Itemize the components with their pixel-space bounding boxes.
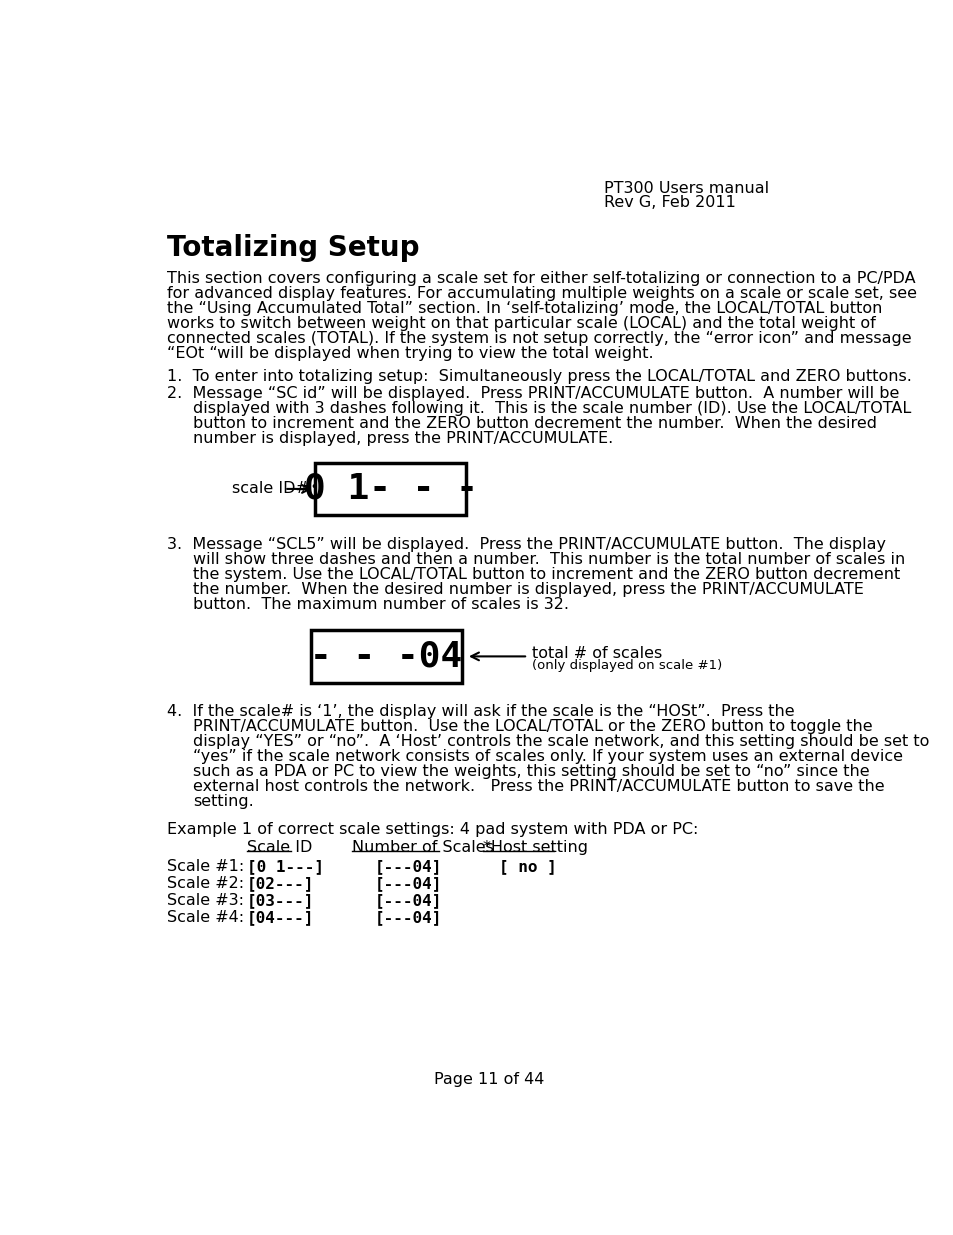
Text: [---04]: [---04] (375, 860, 442, 874)
Text: [---04]: [---04] (375, 910, 442, 925)
Text: PT300 Users manual: PT300 Users manual (603, 180, 768, 195)
Text: 3.  Message “SCL5” will be displayed.  Press the PRINT/ACCUMULATE button.  The d: 3. Message “SCL5” will be displayed. Pre… (167, 537, 885, 552)
Text: Scale ID: Scale ID (247, 840, 313, 855)
Text: 1.  To enter into totalizing setup:  Simultaneously press the LOCAL/TOTAL and ZE: 1. To enter into totalizing setup: Simul… (167, 369, 911, 384)
Text: button to increment and the ZERO button decrement the number.  When the desired: button to increment and the ZERO button … (193, 416, 876, 431)
Text: the number.  When the desired number is displayed, press the PRINT/ACCUMULATE: the number. When the desired number is d… (193, 582, 862, 597)
Text: *Host setting: *Host setting (483, 840, 588, 855)
Text: total # of scales: total # of scales (532, 646, 661, 661)
Text: [---04]: [---04] (375, 893, 442, 908)
Text: button.  The maximum number of scales is 32.: button. The maximum number of scales is … (193, 597, 568, 611)
Text: such as a PDA or PC to view the weights, this setting should be set to “no” sinc: such as a PDA or PC to view the weights,… (193, 764, 868, 779)
Bar (314, 463, 466, 515)
Text: PRINT/ACCUMULATE button.  Use the LOCAL/TOTAL or the ZERO button to toggle the: PRINT/ACCUMULATE button. Use the LOCAL/T… (193, 719, 872, 734)
Text: “yes” if the scale network consists of scales only. If your system uses an exter: “yes” if the scale network consists of s… (193, 750, 902, 764)
Text: the system. Use the LOCAL/TOTAL button to increment and the ZERO button decremen: the system. Use the LOCAL/TOTAL button t… (193, 567, 900, 582)
Text: Number of Scales: Number of Scales (352, 840, 493, 855)
Text: external host controls the network.   Press the PRINT/ACCUMULATE button to save : external host controls the network. Pres… (193, 779, 883, 794)
Text: display “YES” or “no”.  A ‘Host’ controls the scale network, and this setting sh: display “YES” or “no”. A ‘Host’ controls… (193, 734, 928, 750)
Text: Page 11 of 44: Page 11 of 44 (434, 1072, 543, 1087)
Text: Totalizing Setup: Totalizing Setup (167, 235, 419, 263)
Bar (311, 630, 461, 683)
Text: 2.  Message “SC id” will be displayed.  Press PRINT/ACCUMULATE button.  A number: 2. Message “SC id” will be displayed. Pr… (167, 385, 899, 400)
Text: scale ID#: scale ID# (232, 482, 308, 496)
Text: the “Using Accumulated Total” section. In ‘self-totalizing’ mode, the LOCAL/TOTA: the “Using Accumulated Total” section. I… (167, 301, 882, 316)
Text: displayed with 3 dashes following it.  This is the scale number (ID). Use the LO: displayed with 3 dashes following it. Th… (193, 401, 910, 416)
Text: connected scales (TOTAL). If the system is not setup correctly, the “error icon”: connected scales (TOTAL). If the system … (167, 331, 911, 347)
Text: will show three dashes and then a number.  This number is the total number of sc: will show three dashes and then a number… (193, 552, 904, 567)
Text: for advanced display features. For accumulating multiple weights on a scale or s: for advanced display features. For accum… (167, 287, 917, 301)
Text: Scale #2:: Scale #2: (167, 877, 244, 892)
Text: Scale #3:: Scale #3: (167, 893, 244, 908)
Text: setting.: setting. (193, 794, 253, 809)
Text: - - -04: - - -04 (310, 640, 462, 673)
Text: Scale #4:: Scale #4: (167, 910, 244, 925)
Text: 0 1- - -: 0 1- - - (303, 472, 477, 506)
Text: [0 1---]: [0 1---] (247, 860, 324, 874)
Text: “EOt “will be displayed when trying to view the total weight.: “EOt “will be displayed when trying to v… (167, 347, 653, 362)
Text: Example 1 of correct scale settings: 4 pad system with PDA or PC:: Example 1 of correct scale settings: 4 p… (167, 821, 698, 836)
Text: Rev G, Feb 2011: Rev G, Feb 2011 (603, 195, 735, 210)
Text: number is displayed, press the PRINT/ACCUMULATE.: number is displayed, press the PRINT/ACC… (193, 431, 613, 446)
Text: [02---]: [02---] (247, 877, 314, 892)
Text: [04---]: [04---] (247, 910, 314, 925)
Text: [ no ]: [ no ] (498, 860, 557, 874)
Text: works to switch between weight on that particular scale (LOCAL) and the total we: works to switch between weight on that p… (167, 316, 875, 331)
Text: 4.  If the scale# is ‘1’, the display will ask if the scale is the “HOSt”.  Pres: 4. If the scale# is ‘1’, the display wil… (167, 704, 794, 719)
Text: This section covers configuring a scale set for either self-totalizing or connec: This section covers configuring a scale … (167, 272, 915, 287)
Text: [---04]: [---04] (375, 877, 442, 892)
Text: [03---]: [03---] (247, 893, 314, 908)
Text: Scale #1:: Scale #1: (167, 860, 244, 874)
Text: (only displayed on scale #1): (only displayed on scale #1) (532, 659, 721, 673)
